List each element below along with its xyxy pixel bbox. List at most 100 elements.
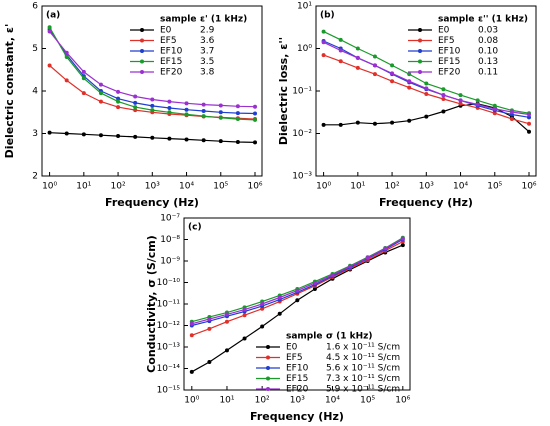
data-point [47, 130, 52, 135]
data-point [207, 317, 212, 322]
y-tick-label: 10⁻² [292, 129, 312, 139]
data-point [242, 307, 247, 312]
data-point [424, 114, 429, 119]
data-point [98, 99, 103, 104]
y-tick-label: 10⁻¹³ [157, 343, 181, 353]
legend-name: EF20 [438, 68, 461, 78]
data-point [242, 313, 247, 318]
legend-marker [266, 345, 270, 349]
legend-value: 0.10 [478, 47, 498, 57]
data-point [321, 29, 326, 34]
panel-label: (a) [46, 11, 60, 21]
series-line [191, 238, 404, 325]
data-point [458, 101, 463, 106]
data-point [492, 103, 497, 108]
legend-value: 5.6 x 10⁻¹¹ S/cm [326, 364, 400, 374]
legend-marker [266, 366, 270, 370]
data-point [441, 96, 446, 101]
data-point [201, 102, 206, 107]
data-point [116, 105, 121, 110]
panel-label: (b) [320, 11, 335, 21]
y-tick-label: 10⁻¹⁰ [157, 278, 181, 288]
legend-value: 7.3 x 10⁻¹¹ S/cm [326, 374, 400, 384]
panel-label: (c) [188, 223, 202, 233]
data-point [383, 246, 388, 251]
data-point [116, 96, 121, 101]
data-point [116, 89, 121, 94]
data-point [218, 110, 223, 115]
data-point [312, 280, 317, 285]
y-tick-label: 10⁻⁹ [160, 257, 180, 267]
legend-marker [266, 376, 270, 381]
legend-marker [140, 59, 144, 64]
data-point [218, 103, 223, 108]
x-tick-label: 10⁶ [521, 182, 536, 192]
data-point [64, 78, 69, 83]
data-point [509, 116, 514, 121]
data-point [207, 326, 212, 331]
data-point [81, 76, 86, 81]
data-point [167, 136, 172, 141]
data-point [184, 101, 189, 106]
data-point [441, 109, 446, 114]
data-point [338, 48, 343, 53]
legend-marker [140, 49, 144, 53]
legend-value: 5.9 x 10⁻¹¹ S/cm [326, 385, 400, 395]
y-tick-label: 10⁻⁸ [160, 235, 180, 245]
data-point [355, 55, 360, 60]
data-point [407, 79, 412, 84]
data-point [47, 63, 52, 68]
data-point [372, 63, 377, 68]
legend-value: 0.08 [478, 36, 498, 46]
x-tick-label: 10⁵ [360, 396, 375, 406]
legend-name: EF15 [160, 57, 182, 67]
data-point [424, 81, 429, 86]
y-tick-label: 10⁻¹¹ [157, 300, 181, 310]
data-point [235, 117, 240, 122]
legend-header: ε'' (1 kHz) [478, 15, 528, 25]
legend-name: E0 [438, 26, 450, 36]
data-point [509, 110, 514, 115]
y-axis-label: Conductivity, σ (S/cm) [145, 235, 158, 373]
data-point [312, 286, 317, 291]
plot-frame [41, 5, 263, 177]
data-point [441, 93, 446, 98]
data-point [527, 115, 532, 120]
data-point [150, 103, 155, 108]
data-point [201, 108, 206, 113]
x-tick-label: 10⁴ [453, 182, 468, 192]
y-tick-label: 10¹ [297, 2, 312, 12]
x-tick-label: 10¹ [76, 182, 91, 192]
series-line [191, 238, 404, 327]
data-point [98, 133, 103, 138]
legend-name: EF5 [160, 36, 177, 46]
legend-value: 4.5 x 10⁻¹¹ S/cm [326, 353, 400, 363]
legend-name: E0 [160, 26, 172, 36]
data-point [150, 108, 155, 113]
data-point [372, 72, 377, 77]
x-tick-label: 10³ [145, 182, 160, 192]
data-point [150, 97, 155, 102]
data-point [235, 140, 240, 144]
x-tick-label: 10⁰ [42, 182, 57, 192]
data-point [330, 273, 335, 278]
legend-marker [266, 355, 270, 360]
data-point [527, 112, 532, 117]
data-point [253, 104, 258, 109]
data-point [492, 111, 497, 116]
legend-name: EF5 [286, 353, 303, 363]
data-point [189, 333, 194, 338]
legend-header: sample [286, 332, 322, 342]
legend-value: 0.11 [478, 68, 498, 78]
data-point [253, 111, 258, 116]
x-axis-label: Frequency (Hz) [379, 196, 473, 209]
series-line [323, 40, 530, 118]
data-point [407, 118, 412, 123]
data-point [133, 105, 138, 110]
x-tick-label: 10² [385, 182, 400, 192]
data-point [475, 102, 480, 107]
x-tick-label: 10⁴ [325, 396, 340, 406]
data-point [201, 114, 206, 119]
data-point [133, 108, 138, 113]
series-line [191, 237, 404, 323]
